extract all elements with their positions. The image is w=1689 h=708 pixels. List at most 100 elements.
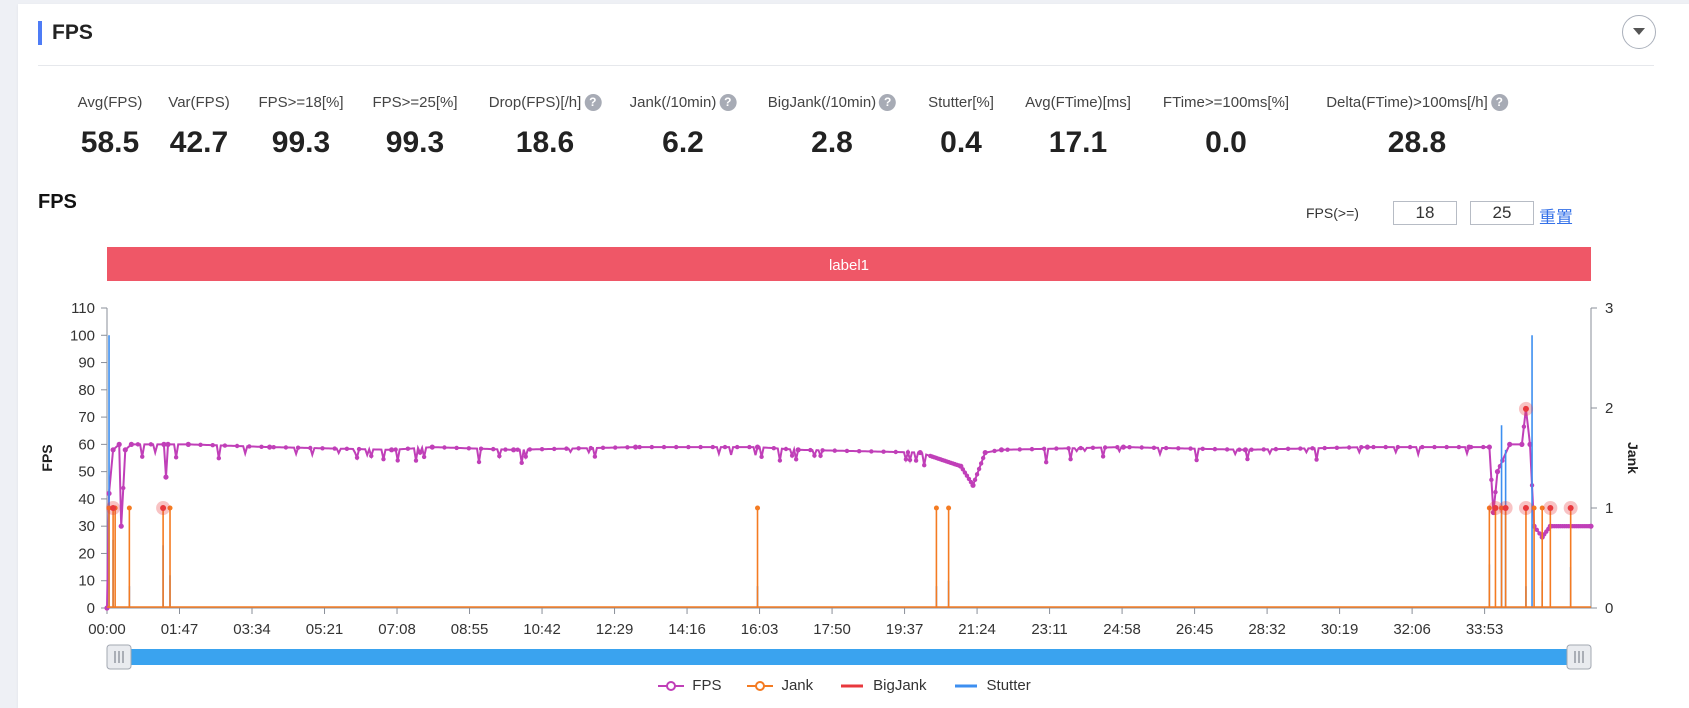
fps-point (759, 454, 764, 460)
x-tick-label: 00:00 (88, 621, 126, 638)
fps-point (808, 447, 813, 453)
fps-point (503, 447, 508, 452)
metric-value: 58.5 (80, 126, 140, 159)
fps-key-point (389, 447, 395, 453)
fps-point (405, 446, 411, 451)
metric-value: 6.2 (662, 126, 704, 159)
fps-point (369, 453, 374, 459)
chart-legend: FPS Jank BigJank Stutter (0, 677, 1689, 694)
metric-label: Jank(/10min)? (630, 92, 737, 112)
fps-point (649, 444, 655, 450)
fps-point (417, 450, 423, 455)
fps-point (907, 457, 913, 463)
y-tick-label: 40 (78, 491, 95, 508)
legend-item-jank[interactable]: Jank (747, 677, 813, 694)
fps-threshold-input-1[interactable] (1393, 201, 1457, 225)
fps-point (381, 456, 386, 462)
fps-point (1043, 460, 1049, 465)
metric-label-text: BigJank(/10min) (767, 93, 877, 111)
fps-point (1151, 445, 1157, 450)
fps-point (1395, 444, 1401, 450)
fps-point (1444, 444, 1449, 450)
fps-point (992, 448, 997, 454)
metric-5: Jank(/10min)? 6.2 (630, 92, 737, 160)
help-icon[interactable]: ? (719, 93, 737, 111)
fps-key-point (982, 449, 988, 456)
metric-2: FPS>=18[%] 99.3 (258, 92, 343, 160)
jank-point (1531, 505, 1537, 511)
metric-3: FPS>=25[%] 99.3 (372, 92, 457, 160)
legend-item-stutter[interactable]: Stutter (953, 677, 1031, 694)
fps-point (962, 470, 968, 475)
fps-key-point (161, 441, 167, 447)
metric-label-text: Jank(/10min) (629, 93, 717, 111)
metric-10: Delta(FTime)>100ms[/h]? 28.8 (1326, 92, 1508, 160)
x-tick-label: 23:11 (1031, 621, 1067, 638)
fps-point (913, 458, 919, 463)
x-tick-label: 05:21 (306, 621, 344, 638)
fps-key-point (958, 463, 964, 469)
metric-0: Avg(FPS) 58.5 (78, 92, 143, 160)
fps-point (519, 460, 524, 466)
legend-label-bigjank: BigJank (873, 677, 927, 694)
fps-key-point (1588, 523, 1594, 529)
fps-key-point (1486, 444, 1492, 450)
y-tick-label: 100 (70, 327, 95, 344)
legend-item-bigjank[interactable]: BigJank (839, 677, 927, 694)
fps-point (1261, 447, 1266, 452)
metric-value: 18.6 (515, 126, 575, 159)
fps-threshold-input-2[interactable] (1470, 201, 1534, 225)
y2-tick-label: 2 (1605, 400, 1613, 417)
fps-key-point (163, 474, 169, 480)
collapse-toggle-button[interactable] (1622, 15, 1656, 49)
metric-4: Drop(FPS)[/h]? 18.6 (489, 92, 602, 160)
metric-label: Avg(FTime)[ms] (1025, 92, 1131, 112)
metric-value: 99.3 (271, 126, 331, 159)
fps-point (1298, 446, 1303, 451)
fps-point (1481, 444, 1486, 450)
metric-label: FTime>=100ms[%] (1163, 92, 1289, 112)
legend-item-fps[interactable]: FPS (658, 677, 721, 694)
fps-point (1489, 477, 1494, 483)
fps-point (247, 444, 252, 449)
reset-link[interactable]: 重置 (1539, 208, 1573, 227)
fps-point (1163, 445, 1169, 451)
fps-point (1359, 445, 1364, 450)
y-tick-label: 0 (87, 600, 95, 617)
fps-point (1188, 446, 1193, 451)
fps-point (1407, 444, 1413, 450)
header-divider (38, 65, 1654, 66)
metric-8: Avg(FTime)[ms] 17.1 (1025, 92, 1131, 160)
fps-point (222, 443, 228, 448)
fps-point (216, 456, 222, 461)
help-icon[interactable]: ? (879, 93, 897, 111)
fps-point (972, 477, 978, 483)
fps-point (497, 453, 502, 459)
legend-label-fps: FPS (692, 677, 722, 694)
fps-point (1005, 447, 1010, 452)
y-tick-label: 80 (78, 382, 95, 399)
fps-point (1090, 445, 1096, 450)
fps-key-point (1466, 444, 1472, 450)
fps-point (308, 445, 313, 451)
fps-point (592, 454, 598, 459)
fps-key-point (970, 482, 976, 488)
legend-stutter-icon (954, 684, 977, 687)
zoom-slider-track[interactable] (107, 649, 1591, 665)
fps-point (881, 449, 886, 454)
y2-tick-label: 0 (1605, 600, 1613, 617)
fps-point (552, 446, 557, 452)
help-icon[interactable]: ? (1490, 93, 1508, 111)
fps-point (1068, 456, 1073, 462)
x-tick-label: 33:53 (1466, 621, 1504, 638)
section-title: FPS (52, 21, 93, 44)
fps-point (747, 444, 752, 450)
fps-point (820, 448, 825, 453)
fps-point (1194, 457, 1199, 463)
fps-point (344, 446, 350, 452)
fps-point (1041, 446, 1047, 452)
fps-point (1285, 446, 1291, 452)
x-tick-label: 01:47 (161, 621, 199, 638)
help-icon[interactable]: ? (584, 93, 602, 111)
fps-series-line (106, 408, 1591, 609)
